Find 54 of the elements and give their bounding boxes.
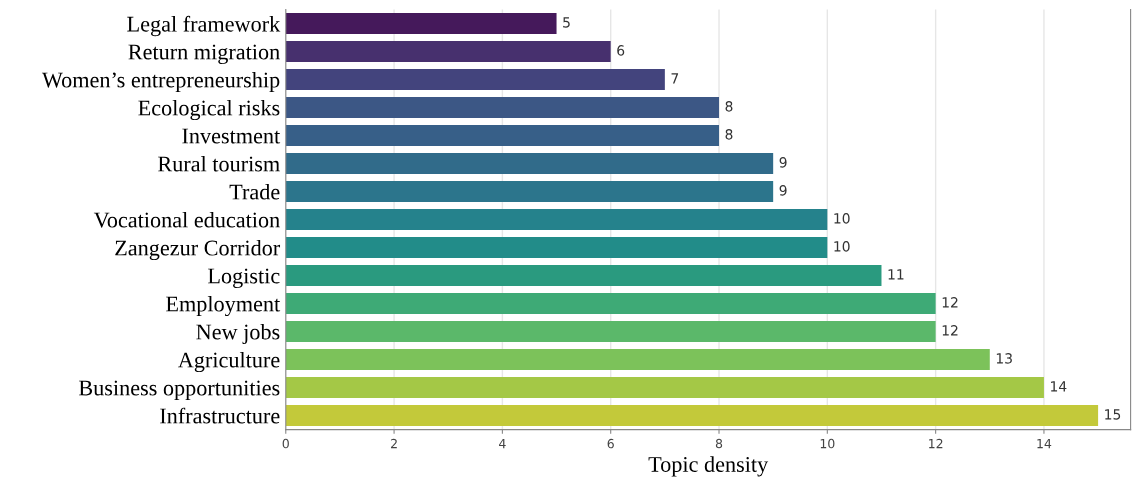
data-label: 7	[671, 73, 679, 84]
bar	[285, 13, 557, 35]
bar	[285, 237, 828, 259]
bar	[285, 41, 611, 63]
y-tick-label: Women’s entrepreneurship	[41, 71, 280, 93]
x-tick-label: 2	[391, 438, 397, 449]
y-tick-label: Ecological risks	[138, 99, 280, 121]
bar	[285, 69, 665, 91]
bar	[285, 349, 990, 371]
bar	[285, 181, 774, 203]
data-label: 5	[563, 17, 570, 28]
x-tick-label: 14	[1037, 439, 1052, 449]
bar	[285, 265, 882, 287]
data-label: 9	[779, 157, 787, 168]
y-tick-label: Business opportunities	[78, 380, 280, 401]
y-tick-label: Zangezur Corridor	[115, 239, 281, 261]
x-tick-label: 12	[929, 438, 943, 449]
x-axis-title: Topic density	[648, 456, 769, 477]
y-tick-label: New jobs	[196, 323, 280, 345]
bar	[285, 293, 936, 315]
bar	[285, 153, 774, 175]
bar	[285, 405, 1099, 427]
bar	[285, 125, 720, 147]
y-tick-label: Agriculture	[178, 351, 280, 373]
bar	[285, 377, 1044, 399]
data-label: 9	[779, 185, 787, 196]
y-tick-label: Employment	[166, 295, 281, 317]
data-label: 15	[1105, 409, 1121, 420]
y-tick-label: Investment	[182, 128, 281, 144]
bar	[285, 209, 828, 231]
y-tick-label: Trade	[229, 183, 280, 200]
data-label: 12	[942, 325, 958, 336]
y-tick-label: Rural tourism	[158, 155, 280, 172]
y-tick-label: Legal framework	[127, 15, 281, 37]
y-tick-label: Return migration	[128, 44, 280, 65]
y-tick-label: Logistic	[208, 268, 280, 289]
bar	[285, 97, 720, 119]
x-tick-label: 0	[282, 438, 289, 449]
x-tick-label: 4	[499, 439, 506, 449]
x-tick-label: 6	[607, 438, 614, 449]
data-label: 10	[834, 213, 850, 224]
data-label: 11	[888, 269, 904, 280]
data-label: 6	[617, 45, 625, 56]
data-label: 13	[996, 353, 1012, 364]
y-tick-label: Infrastructure	[160, 407, 280, 424]
x-tick-label: 10	[820, 438, 835, 449]
data-label: 14	[1051, 381, 1067, 392]
bar	[285, 321, 936, 343]
data-label: 8	[725, 101, 733, 112]
data-label: 10	[834, 241, 850, 252]
y-tick-label: Vocational education	[93, 211, 280, 228]
data-label: 12	[942, 297, 958, 308]
x-tick-label: 8	[715, 438, 723, 449]
data-label: 8	[725, 129, 733, 140]
